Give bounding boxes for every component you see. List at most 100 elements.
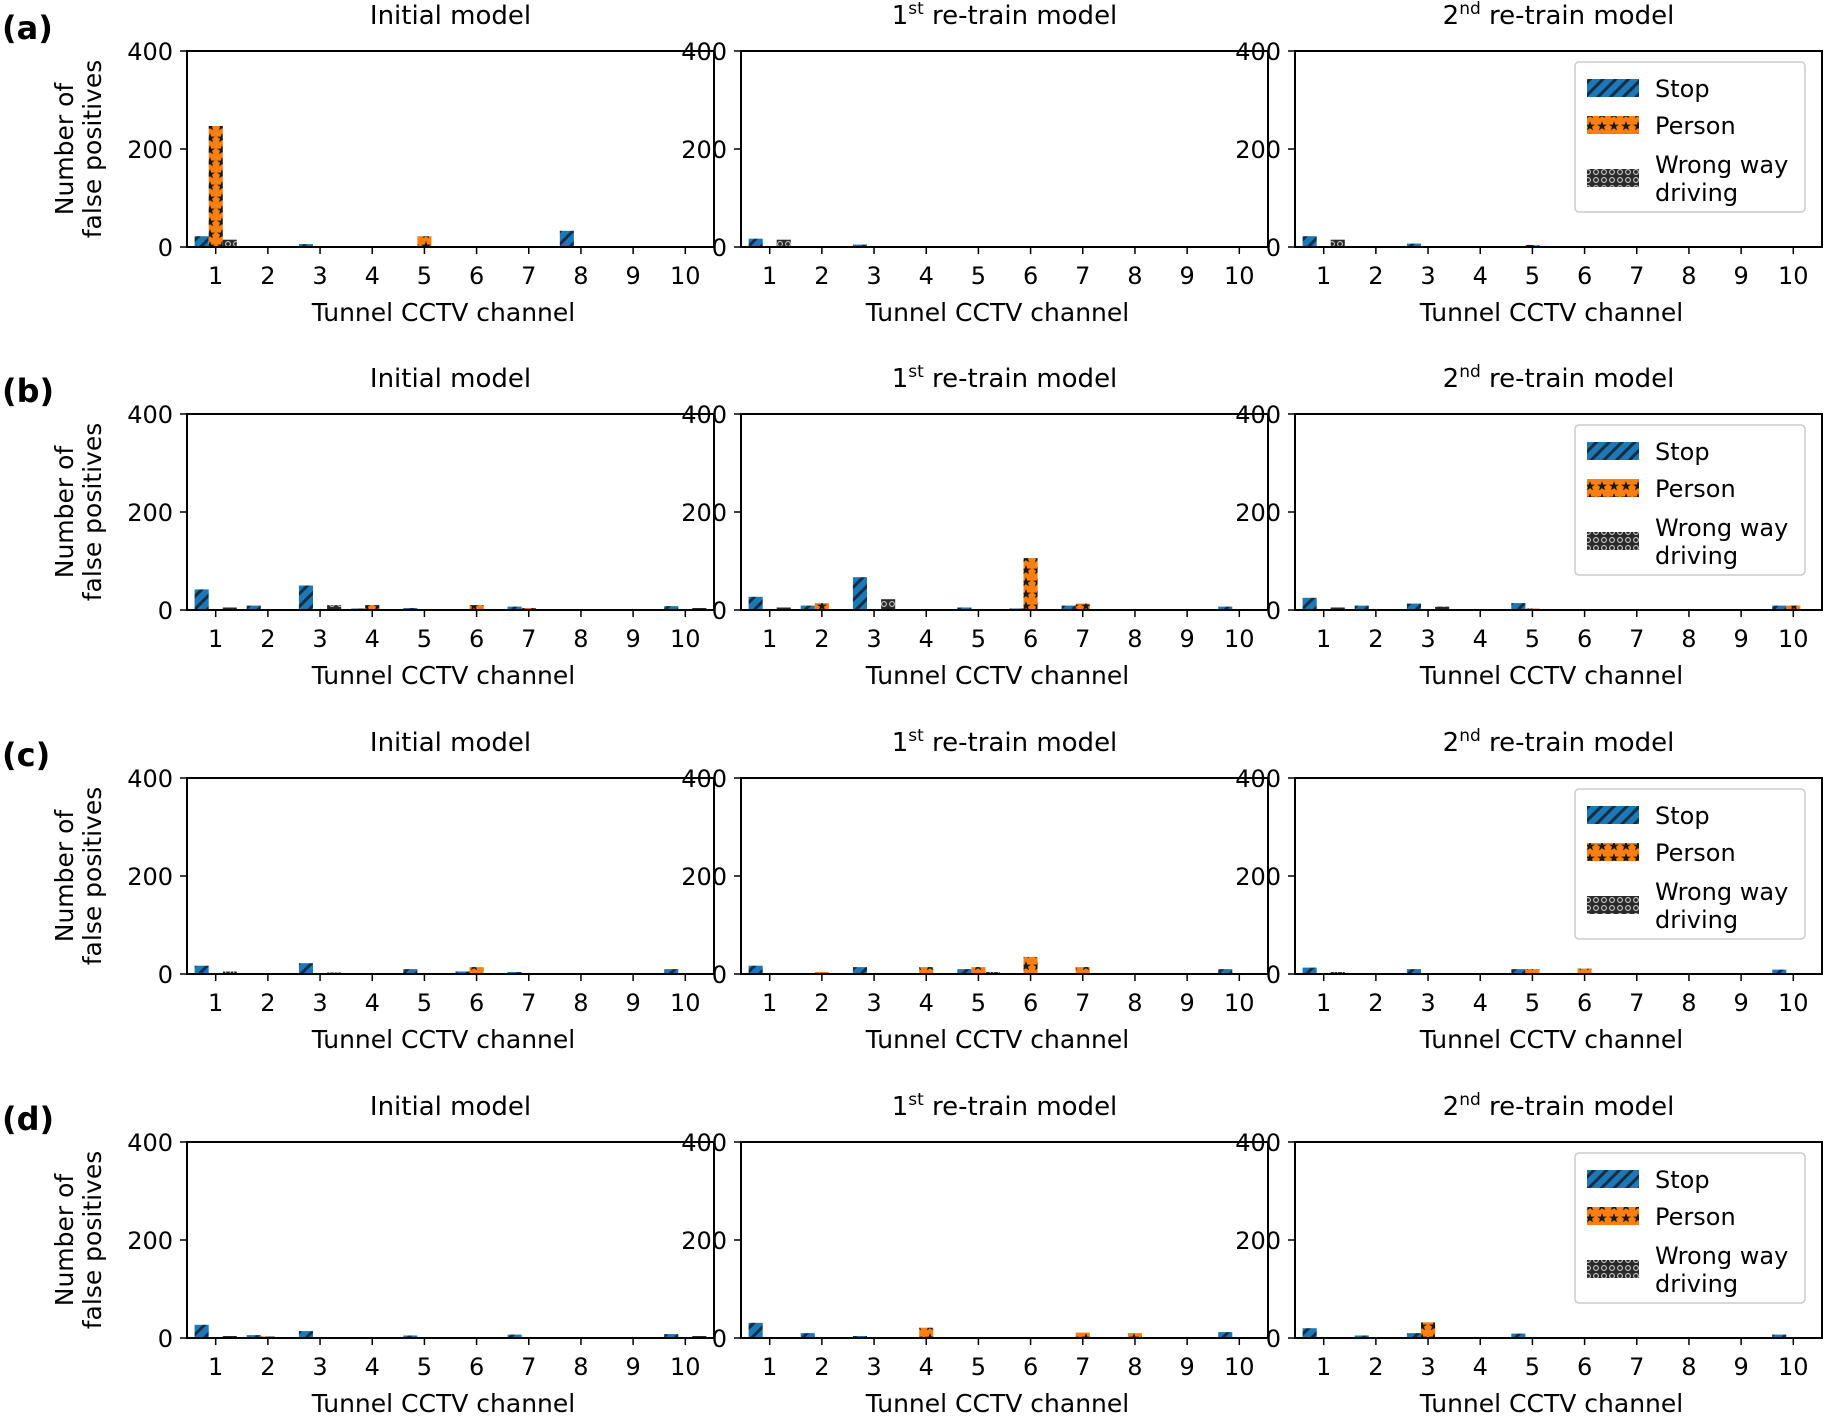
y-axis-label-line1: Number of (50, 1173, 79, 1307)
x-tick-label: 3 (1420, 262, 1435, 290)
y-tick-label: 200 (127, 863, 173, 891)
row-label: (a) (2, 9, 53, 47)
y-tick-label: 0 (712, 234, 727, 262)
x-axis-label: Tunnel CCTV channel (1419, 298, 1683, 327)
x-tick-label: 1 (1316, 625, 1331, 653)
x-axis-label: Tunnel CCTV channel (865, 661, 1129, 690)
x-tick-label: 5 (417, 1353, 432, 1381)
x-tick-label: 2 (814, 1353, 829, 1381)
bar-stop-ch10 (1218, 1332, 1233, 1338)
x-axis-label: Tunnel CCTV channel (1419, 1025, 1683, 1054)
legend-swatch-stop (1587, 79, 1639, 97)
y-tick-label: 400 (1235, 765, 1281, 793)
bar-stop-ch10 (1218, 606, 1233, 610)
panel-d-1: (d) Initial model 1 2 3 4 5 6 7 8 9 10 Tunnel CCTV c… (2, 1092, 715, 1418)
x-tick-label: 5 (1525, 1353, 1540, 1381)
x-tick-label: 1 (762, 989, 777, 1017)
x-tick-label: 3 (312, 1353, 327, 1381)
bar-person-ch4 (919, 1327, 934, 1338)
bar-stop-ch5 (1511, 603, 1526, 610)
x-tick-label: 6 (469, 989, 484, 1017)
bar-person-ch6 (469, 967, 484, 974)
x-tick-label: 1 (208, 262, 223, 290)
x-tick-label: 7 (521, 1353, 536, 1381)
x-tick-label: 4 (1473, 1353, 1488, 1381)
y-axis-label-line1: Number of (50, 445, 79, 579)
panel-title: 2nd re-train model (1443, 1090, 1675, 1122)
x-tick-label: 3 (312, 989, 327, 1017)
bar-person-ch10 (1786, 605, 1801, 610)
y-tick-label: 400 (127, 1129, 173, 1157)
x-tick-label: 10 (1224, 625, 1255, 653)
x-tick-label: 8 (573, 262, 588, 290)
x-tick-label: 10 (1778, 262, 1809, 290)
x-tick-label: 3 (312, 262, 327, 290)
y-tick-label: 200 (681, 863, 727, 891)
x-tick-label: 8 (573, 1353, 588, 1381)
bar-stop-ch7 (507, 606, 522, 610)
bar-stop-ch3 (852, 577, 867, 610)
row-label: (c) (2, 736, 50, 774)
bar-stop-ch5 (403, 1335, 418, 1338)
x-tick-label: 2 (1368, 625, 1383, 653)
x-axis-label: Tunnel CCTV channel (311, 298, 575, 327)
legend-label-person: Person (1655, 839, 1736, 867)
x-tick-label: 7 (1075, 989, 1090, 1017)
axes-frame (186, 413, 715, 611)
y-tick-label: 400 (1235, 1129, 1281, 1157)
legend-swatch-person (1587, 843, 1639, 861)
y-axis-label-line2: false positives (78, 423, 107, 602)
y-tick-label: 400 (127, 765, 173, 793)
y-tick-label: 0 (712, 597, 727, 625)
bar-stop-ch2 (800, 1333, 815, 1338)
bar-person-ch6 (1023, 558, 1038, 610)
x-tick-label: 2 (260, 262, 275, 290)
legend-swatch-wrong_way (1587, 169, 1639, 187)
x-tick-label: 6 (1577, 989, 1592, 1017)
y-tick-label: 200 (681, 1227, 727, 1255)
bar-stop-ch2 (1354, 1335, 1369, 1338)
legend-swatch-stop (1587, 1170, 1639, 1188)
panel-b-3: 2nd re-train model 1 2 3 4 5 6 7 8 9 10 Tunnel CCTV… (1235, 362, 1823, 690)
x-tick-label: 4 (365, 625, 380, 653)
x-tick-label: 5 (417, 262, 432, 290)
x-tick-label: 7 (1629, 625, 1644, 653)
x-tick-label: 5 (971, 262, 986, 290)
legend-swatch-person (1587, 479, 1639, 497)
panel-a-2: 1st re-train model 1 2 3 4 5 6 7 8 9 10 Tunnel CCTV… (681, 0, 1269, 327)
legend-label-stop: Stop (1655, 802, 1710, 830)
legend-label-wrong_way: Wrong way (1655, 514, 1788, 542)
x-axis-label: Tunnel CCTV channel (1419, 661, 1683, 690)
y-tick-label: 0 (1266, 234, 1281, 262)
x-tick-label: 7 (1075, 262, 1090, 290)
x-tick-label: 1 (762, 262, 777, 290)
x-axis-label: Tunnel CCTV channel (311, 1025, 575, 1054)
legend-label-stop: Stop (1655, 1166, 1710, 1194)
bar-stop-ch1 (194, 236, 209, 247)
y-tick-label: 200 (681, 499, 727, 527)
x-tick-label: 2 (814, 625, 829, 653)
x-tick-label: 10 (1778, 989, 1809, 1017)
axes-frame (186, 777, 715, 975)
x-tick-label: 1 (1316, 989, 1331, 1017)
row-label: (b) (2, 372, 54, 410)
x-tick-label: 9 (1179, 625, 1194, 653)
x-tick-label: 8 (1681, 262, 1696, 290)
bar-wrong_way-ch1 (222, 971, 237, 974)
axes-frame (740, 777, 1269, 975)
bar-stop-ch2 (246, 1335, 261, 1338)
y-tick-label: 400 (127, 401, 173, 429)
legend-label-wrong_way-2: driving (1655, 1270, 1738, 1298)
legend-label-wrong_way: Wrong way (1655, 878, 1788, 906)
bar-stop-ch1 (748, 965, 763, 974)
x-tick-label: 9 (625, 262, 640, 290)
x-tick-label: 8 (1127, 1353, 1142, 1381)
x-tick-label: 9 (1733, 262, 1748, 290)
panel-title: 2nd re-train model (1443, 362, 1675, 394)
bar-stop-ch1 (194, 1324, 209, 1338)
bar-person-ch4 (919, 967, 934, 974)
panel-c-3: 2nd re-train model 1 2 3 4 5 6 7 8 9 10 Tunnel CCTV… (1235, 726, 1823, 1054)
axes-frame (740, 1141, 1269, 1339)
y-tick-label: 400 (681, 1129, 727, 1157)
